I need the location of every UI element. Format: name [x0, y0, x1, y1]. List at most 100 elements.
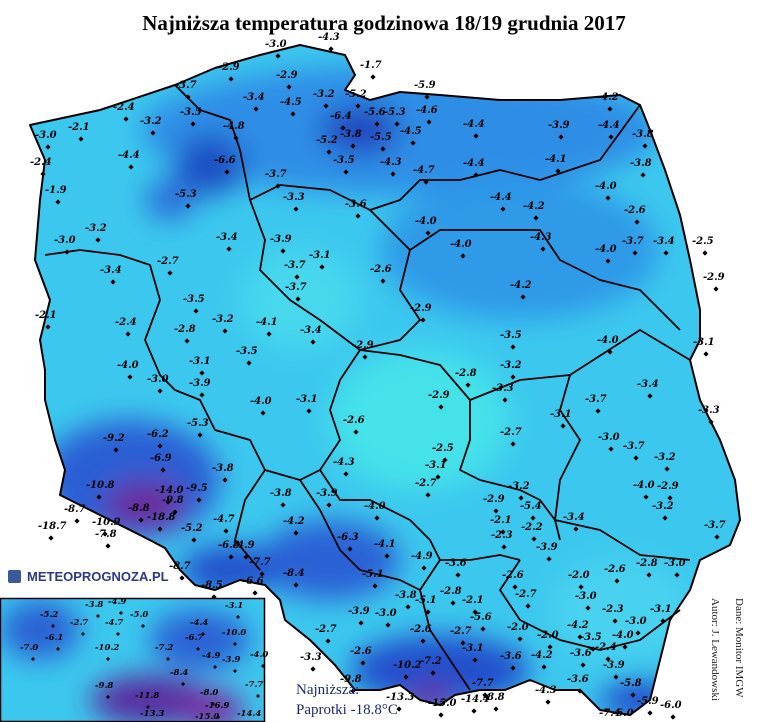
temperature-label: -2.4 [115, 317, 137, 328]
station-marker [193, 308, 199, 314]
station-marker [531, 536, 537, 542]
station-marker [541, 664, 547, 670]
station-marker [380, 278, 386, 284]
station-marker [420, 317, 426, 323]
station-marker [326, 149, 332, 155]
station-marker [119, 611, 123, 615]
temperature-label: -4.3 [530, 232, 552, 243]
temperature-label: -3.1 [462, 643, 484, 654]
station-marker [612, 618, 618, 624]
temperature-label: -2.4 [113, 102, 135, 113]
temperature-label: -2.6 [350, 646, 372, 657]
temperature-label: -4.5 [280, 97, 302, 108]
temperature-label: -5.3 [384, 107, 406, 118]
station-marker [471, 708, 477, 714]
station-marker [167, 270, 173, 276]
station-marker [40, 171, 46, 177]
temperature-label: -3.9 [548, 120, 570, 131]
temperature-label: -3.4 [563, 512, 585, 523]
station-marker [157, 443, 163, 449]
temperature-label: -15.0 [195, 712, 219, 722]
temperature-label: -2.7 [515, 589, 537, 600]
temperature-label: -8.8 [128, 503, 150, 514]
station-marker [425, 230, 431, 236]
temperature-label: -2.6 [410, 624, 432, 635]
temperature-label: -4.5 [400, 126, 422, 137]
station-marker [102, 531, 108, 537]
temperature-label: -3.7 [585, 394, 607, 405]
temperature-label: -5.1 [362, 569, 384, 580]
station-marker [350, 143, 356, 149]
station-marker [64, 249, 70, 255]
station-marker [199, 370, 205, 376]
station-marker [518, 495, 524, 501]
temperature-label: -3.1 [693, 337, 715, 348]
temperature-label: -3.8 [632, 129, 654, 140]
station-marker [233, 642, 237, 646]
station-marker [605, 656, 611, 662]
station-marker [343, 169, 349, 175]
station-marker [185, 203, 191, 209]
facebook-icon[interactable] [8, 570, 21, 583]
temperature-label: -3.6 [570, 648, 592, 659]
station-marker [405, 604, 411, 610]
station-marker [634, 219, 640, 225]
temperature-label: -2.0 [537, 630, 559, 641]
station-marker [502, 397, 508, 403]
temperature-label: -5.1 [415, 595, 437, 606]
temperature-label: -10.2 [95, 643, 119, 653]
station-marker [306, 408, 312, 414]
station-marker [517, 636, 523, 642]
temperature-label: -2.9 [703, 272, 725, 283]
temperature-label: -6.9 [150, 453, 172, 464]
station-marker [560, 423, 566, 429]
temperature-label: -3.4 [100, 265, 122, 276]
station-marker [233, 669, 237, 673]
station-marker [555, 168, 561, 174]
temperature-label: -3.6 [567, 674, 589, 685]
station-marker [266, 331, 272, 337]
station-marker [430, 670, 436, 676]
station-marker [455, 572, 461, 578]
station-marker [482, 692, 488, 698]
temperature-label: -15.0 [428, 698, 457, 709]
temperature-label: -4.2 [510, 280, 532, 291]
temperature-label: -2.6 [343, 415, 365, 426]
temperature-label: -10.0 [222, 628, 246, 638]
station-marker [190, 121, 196, 127]
station-marker [51, 624, 55, 628]
station-marker [246, 360, 252, 366]
station-marker [280, 248, 286, 254]
temperature-label: -2.8 [455, 368, 477, 379]
station-marker [252, 590, 258, 596]
station-marker [632, 250, 638, 256]
temperature-label: -5.6 [364, 107, 386, 118]
station-marker [310, 666, 316, 672]
station-marker [493, 508, 499, 514]
temperature-label: -16.9 [205, 701, 229, 711]
temperature-label: -5.8 [620, 678, 642, 689]
temperature-label: -2.8 [174, 324, 196, 335]
temperature-label: -5.2 [316, 135, 338, 146]
station-marker [360, 660, 366, 666]
station-marker [435, 474, 441, 480]
station-marker [633, 455, 639, 461]
temperature-label: -3.4 [216, 232, 238, 243]
temperature-label: -4.4 [598, 120, 620, 131]
temperature-label: -14.4 [237, 709, 261, 719]
temperature-label: -4.0 [450, 239, 472, 250]
station-marker [510, 374, 516, 380]
station-marker [55, 199, 61, 205]
temperature-label: -3.1 [225, 601, 243, 611]
temperature-label: -5.0 [130, 610, 148, 620]
temperature-label: -4.6 [416, 105, 438, 116]
station-marker [545, 699, 551, 705]
temperature-label: -7.8 [95, 529, 117, 540]
station-marker [607, 106, 613, 112]
logo[interactable]: METEOPROGNOZA.PL [27, 569, 169, 584]
temperature-label: -5.9 [414, 80, 436, 91]
station-marker [127, 374, 133, 380]
station-marker [585, 605, 591, 611]
temperature-label: -4.9 [233, 540, 255, 551]
station-marker [714, 534, 720, 540]
